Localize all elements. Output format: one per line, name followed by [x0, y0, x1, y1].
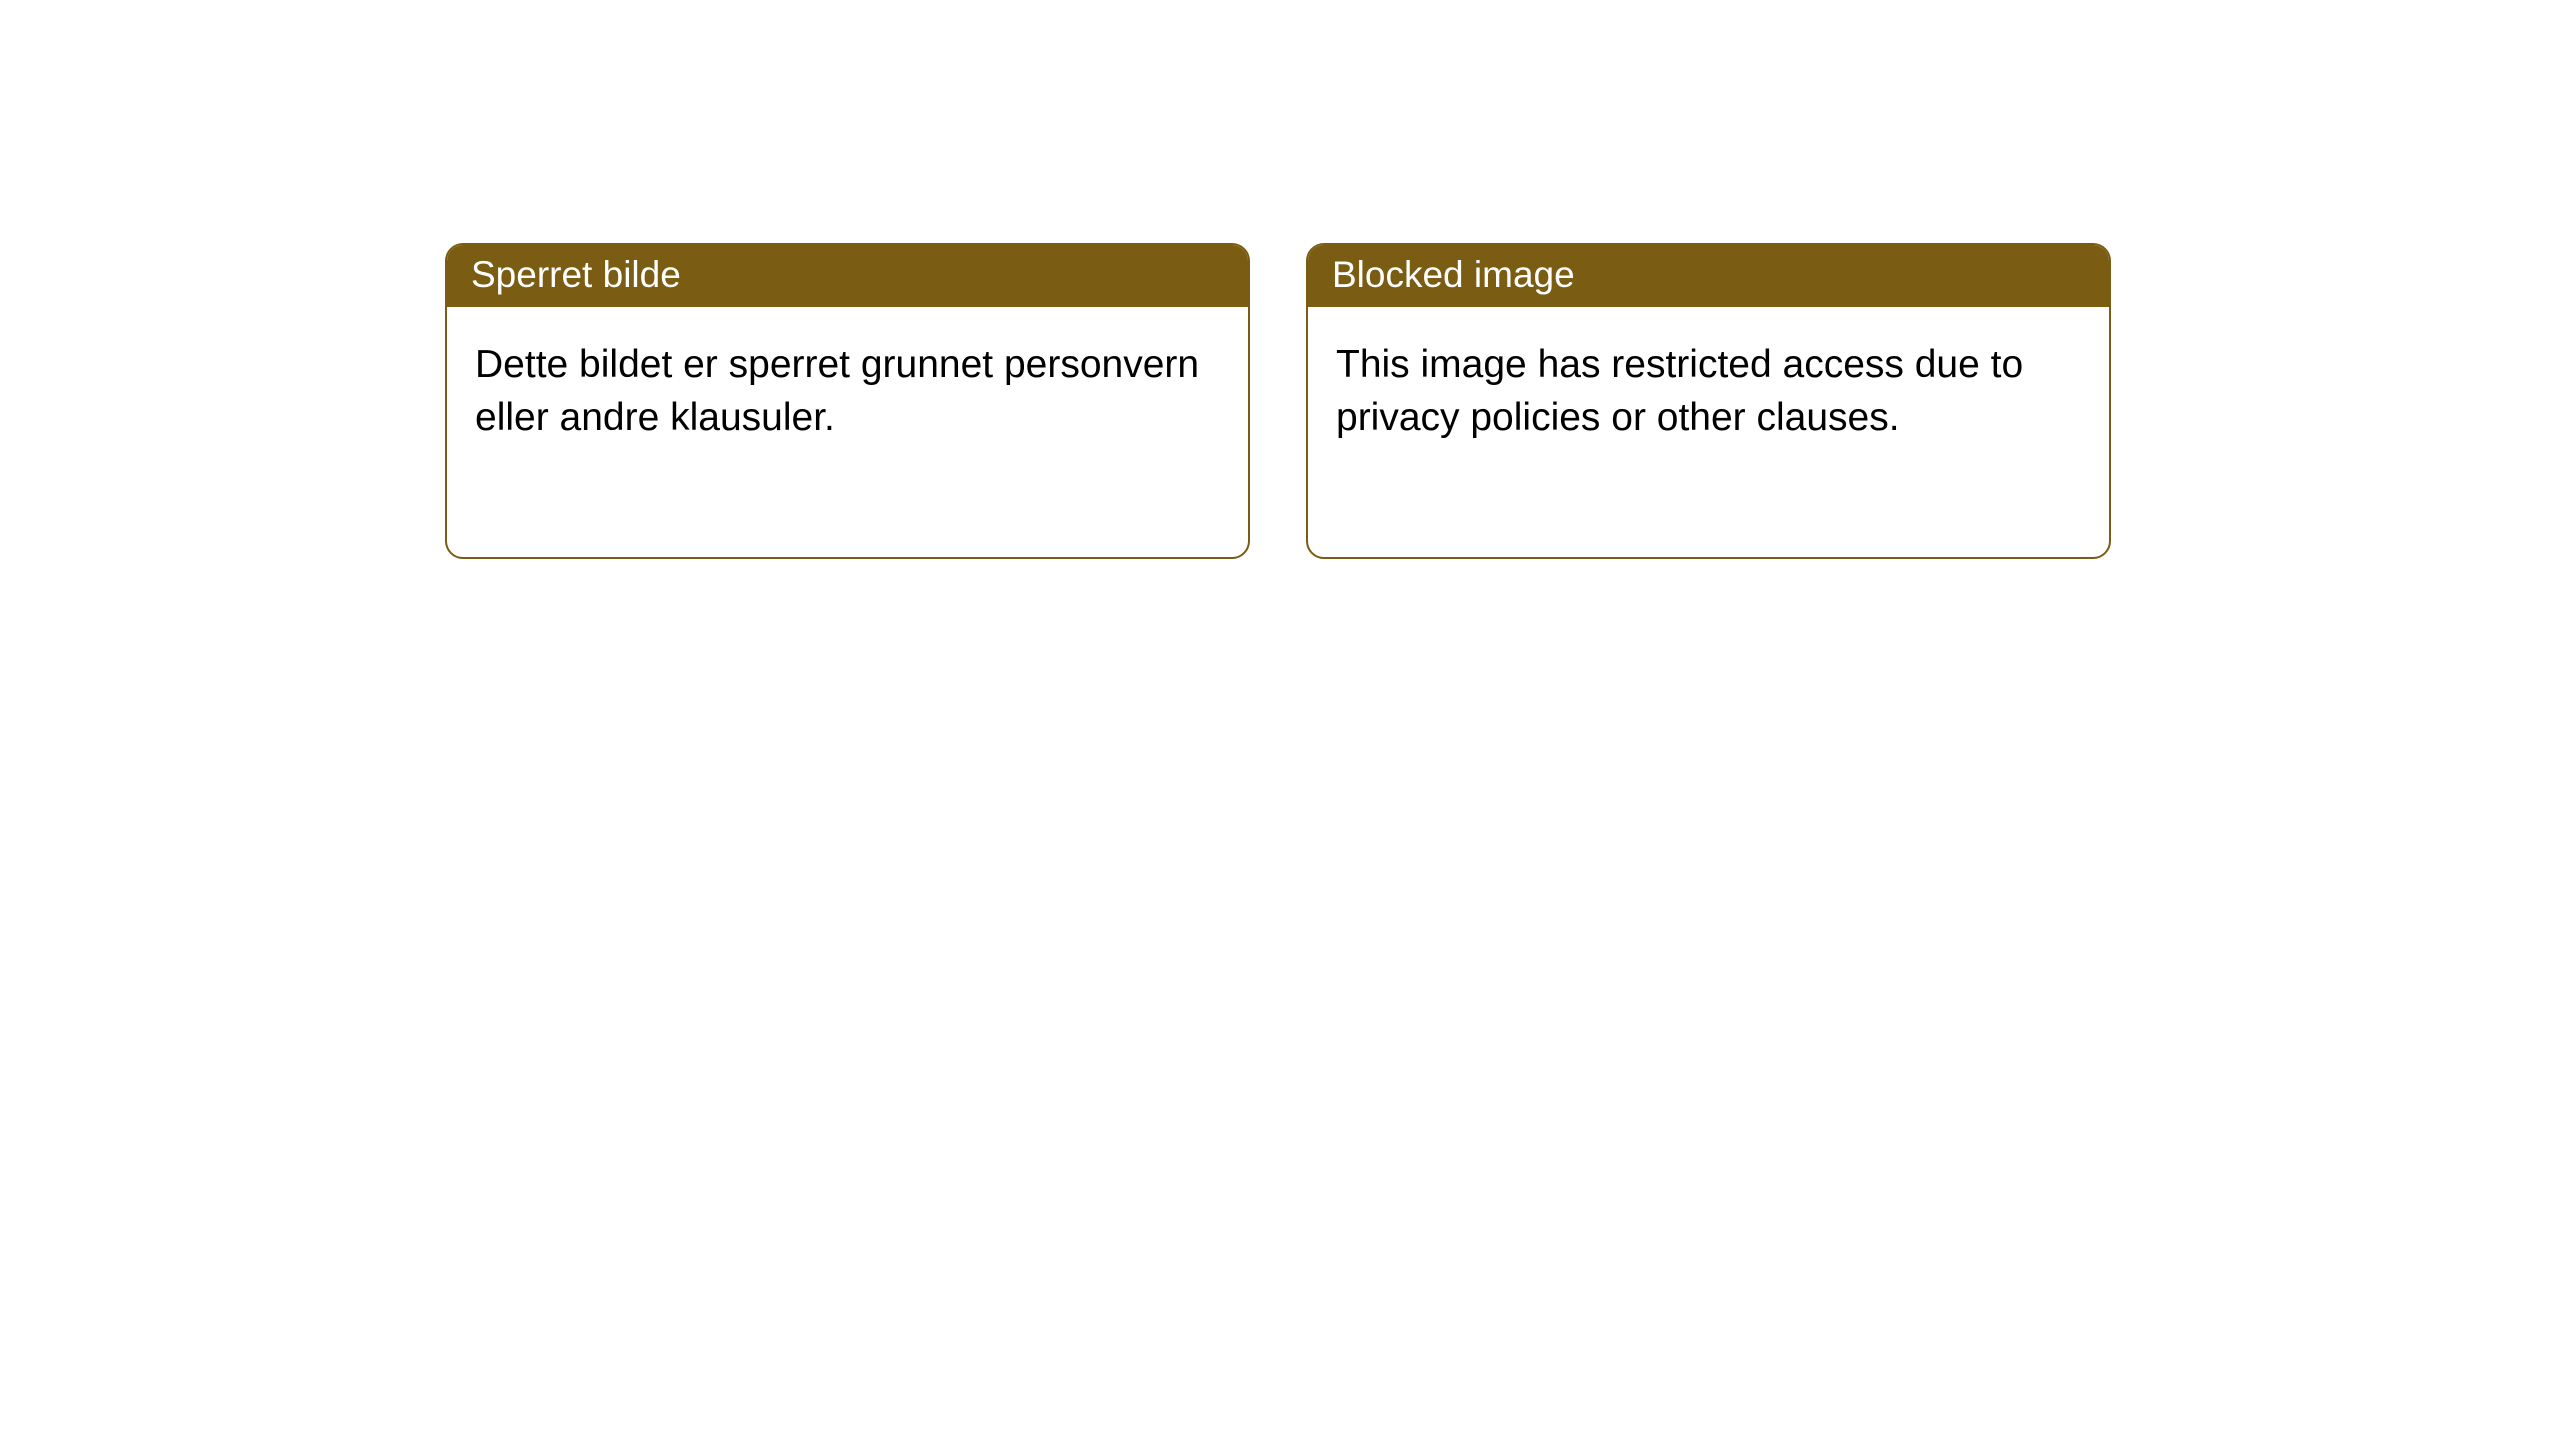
notice-title-english: Blocked image [1308, 245, 2109, 307]
notice-card-norwegian: Sperret bilde Dette bildet er sperret gr… [445, 243, 1250, 559]
notice-card-english: Blocked image This image has restricted … [1306, 243, 2111, 559]
notice-container: Sperret bilde Dette bildet er sperret gr… [0, 0, 2560, 559]
notice-title-norwegian: Sperret bilde [447, 245, 1248, 307]
notice-body-english: This image has restricted access due to … [1308, 307, 2109, 557]
notice-body-norwegian: Dette bildet er sperret grunnet personve… [447, 307, 1248, 557]
